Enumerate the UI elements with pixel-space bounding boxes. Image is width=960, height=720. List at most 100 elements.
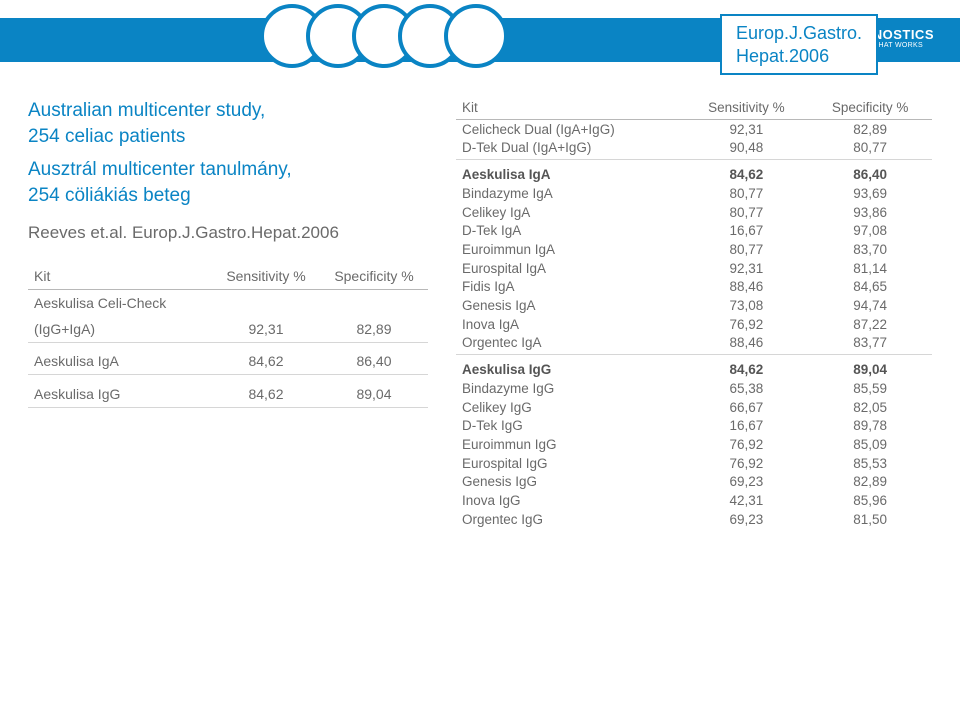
sensitivity-value: 92,31	[684, 259, 808, 278]
kit-name: D-Tek Dual (IgA+IgG)	[456, 139, 684, 158]
table-row: Eurospital IgA92,3181,14	[456, 259, 932, 278]
table-row: Genesis IgA73,0894,74	[456, 296, 932, 315]
kit-name: Bindazyme IgG	[456, 379, 684, 398]
sensitivity-value: 16,67	[684, 417, 808, 436]
study-line1: Australian multicenter study,	[28, 100, 265, 121]
citation: Reeves et.al. Europ.J.Gastro.Hepat.2006	[28, 223, 428, 243]
sensitivity-value: 69,23	[684, 473, 808, 492]
table-row: Celikey IgG66,6782,05	[456, 398, 932, 417]
table-row: Fidis IgA88,4684,65	[456, 278, 932, 297]
comparison-table: Kit Sensitivity % Specificity % Celichec…	[456, 98, 932, 529]
table-row: Euroimmun IgA80,7783,70	[456, 240, 932, 259]
kit-name: Euroimmun IgG	[456, 435, 684, 454]
table-row: Celikey IgA80,7793,86	[456, 203, 932, 222]
kit-name: Aeskulisa IgG	[456, 361, 684, 380]
decorative-circles	[260, 4, 508, 76]
sensitivity-value: 73,08	[684, 296, 808, 315]
specificity-value: 84,65	[808, 278, 932, 297]
sensitivity-value: 76,92	[684, 315, 808, 334]
kit-name: Aeskulisa IgG	[28, 381, 212, 408]
kit-name: D-Tek IgG	[456, 417, 684, 436]
sensitivity-value: 88,46	[684, 278, 808, 297]
table-row: Orgentec IgG69,2381,50	[456, 510, 932, 529]
specificity-value: 81,14	[808, 259, 932, 278]
kit-name: (IgG+IgA)	[28, 316, 212, 343]
sensitivity-value: 80,77	[684, 240, 808, 259]
reference-line2: Hepat.2006	[736, 45, 862, 68]
table-row: Celicheck Dual (IgA+IgG)92,3182,89	[456, 120, 932, 139]
kit-name: Inova IgA	[456, 315, 684, 334]
specificity-value: 97,08	[808, 222, 932, 241]
specificity-value: 83,70	[808, 240, 932, 259]
specificity-value: 81,50	[808, 510, 932, 529]
specificity-value: 89,04	[808, 361, 932, 380]
sensitivity-value: 84,62	[684, 166, 808, 185]
col-kit: Kit	[456, 98, 684, 120]
study-line4: 254 cöliákiás beteg	[28, 185, 191, 206]
sensitivity-value: 80,77	[684, 203, 808, 222]
kit-name: Genesis IgA	[456, 296, 684, 315]
specificity-value: 86,40	[808, 166, 932, 185]
sensitivity-value: 66,67	[684, 398, 808, 417]
sensitivity-value: 84,62	[212, 348, 320, 375]
table-row: D-Tek IgA16,6797,08	[456, 222, 932, 241]
sensitivity-value: 88,46	[684, 334, 808, 353]
sensitivity-value: 84,62	[684, 361, 808, 380]
circle-decoration	[444, 4, 508, 68]
specificity-value: 87,22	[808, 315, 932, 334]
sensitivity-value: 42,31	[684, 491, 808, 510]
study-line2: 254 celiac patients	[28, 126, 185, 147]
sensitivity-value: 92,31	[212, 316, 320, 343]
kit-name: Euroimmun IgA	[456, 240, 684, 259]
specificity-value: 89,04	[320, 381, 428, 408]
kit-name: Celikey IgA	[456, 203, 684, 222]
kit-name: Eurospital IgG	[456, 454, 684, 473]
specificity-value: 82,89	[808, 473, 932, 492]
kit-name: Bindazyme IgA	[456, 184, 684, 203]
summary-table: Kit Sensitivity % Specificity % Aeskulis…	[28, 263, 428, 408]
table-row: Inova IgA76,9287,22	[456, 315, 932, 334]
kit-name: Inova IgG	[456, 491, 684, 510]
kit-name: Aeskulisa IgA	[28, 348, 212, 375]
col-specificity: Specificity %	[808, 98, 932, 120]
table-row: Inova IgG42,3185,96	[456, 491, 932, 510]
specificity-value: 93,86	[808, 203, 932, 222]
sensitivity-value: 84,62	[212, 381, 320, 408]
reference-line1: Europ.J.Gastro.	[736, 22, 862, 45]
specificity-value: 83,77	[808, 334, 932, 353]
kit-name: Orgentec IgG	[456, 510, 684, 529]
table-header-row: Kit Sensitivity % Specificity %	[456, 98, 932, 120]
table-row: D-Tek Dual (IgA+IgG)90,4880,77	[456, 139, 932, 158]
specificity-value: 82,89	[808, 120, 932, 139]
table-row: Aeskulisa IgA 84,62 86,40	[28, 348, 428, 375]
specificity-value: 85,09	[808, 435, 932, 454]
specificity-value: 89,78	[808, 417, 932, 436]
specificity-value: 82,05	[808, 398, 932, 417]
table-row: Aeskulisa IgA84,6286,40	[456, 166, 932, 185]
sensitivity-value: 90,48	[684, 139, 808, 158]
kit-name: Aeskulisa IgA	[456, 166, 684, 185]
specificity-value: 85,59	[808, 379, 932, 398]
kit-name: Orgentec IgA	[456, 334, 684, 353]
sensitivity-value: 69,23	[684, 510, 808, 529]
table-row: Bindazyme IgG65,3885,59	[456, 379, 932, 398]
specificity-value: 94,74	[808, 296, 932, 315]
table-row: Orgentec IgA88,4683,77	[456, 334, 932, 353]
sensitivity-value: 92,31	[684, 120, 808, 139]
specificity-value: 85,96	[808, 491, 932, 510]
study-title: Australian multicenter study, 254 celiac…	[28, 98, 428, 149]
table-row: Eurospital IgG76,9285,53	[456, 454, 932, 473]
kit-name: Aeskulisa Celi-Check	[28, 289, 212, 316]
sensitivity-value: 76,92	[684, 454, 808, 473]
sensitivity-value: 65,38	[684, 379, 808, 398]
kit-name: Fidis IgA	[456, 278, 684, 297]
study-subtitle: Ausztrál multicenter tanulmány, 254 cöli…	[28, 157, 428, 208]
right-column: Kit Sensitivity % Specificity % Celichec…	[456, 98, 932, 704]
table-row: (IgG+IgA) 92,31 82,89	[28, 316, 428, 343]
study-line3: Ausztrál multicenter tanulmány,	[28, 159, 292, 180]
specificity-value: 93,69	[808, 184, 932, 203]
content-area: Australian multicenter study, 254 celiac…	[28, 98, 932, 704]
specificity-value: 86,40	[320, 348, 428, 375]
table-row: D-Tek IgG16,6789,78	[456, 417, 932, 436]
sensitivity-value: 16,67	[684, 222, 808, 241]
